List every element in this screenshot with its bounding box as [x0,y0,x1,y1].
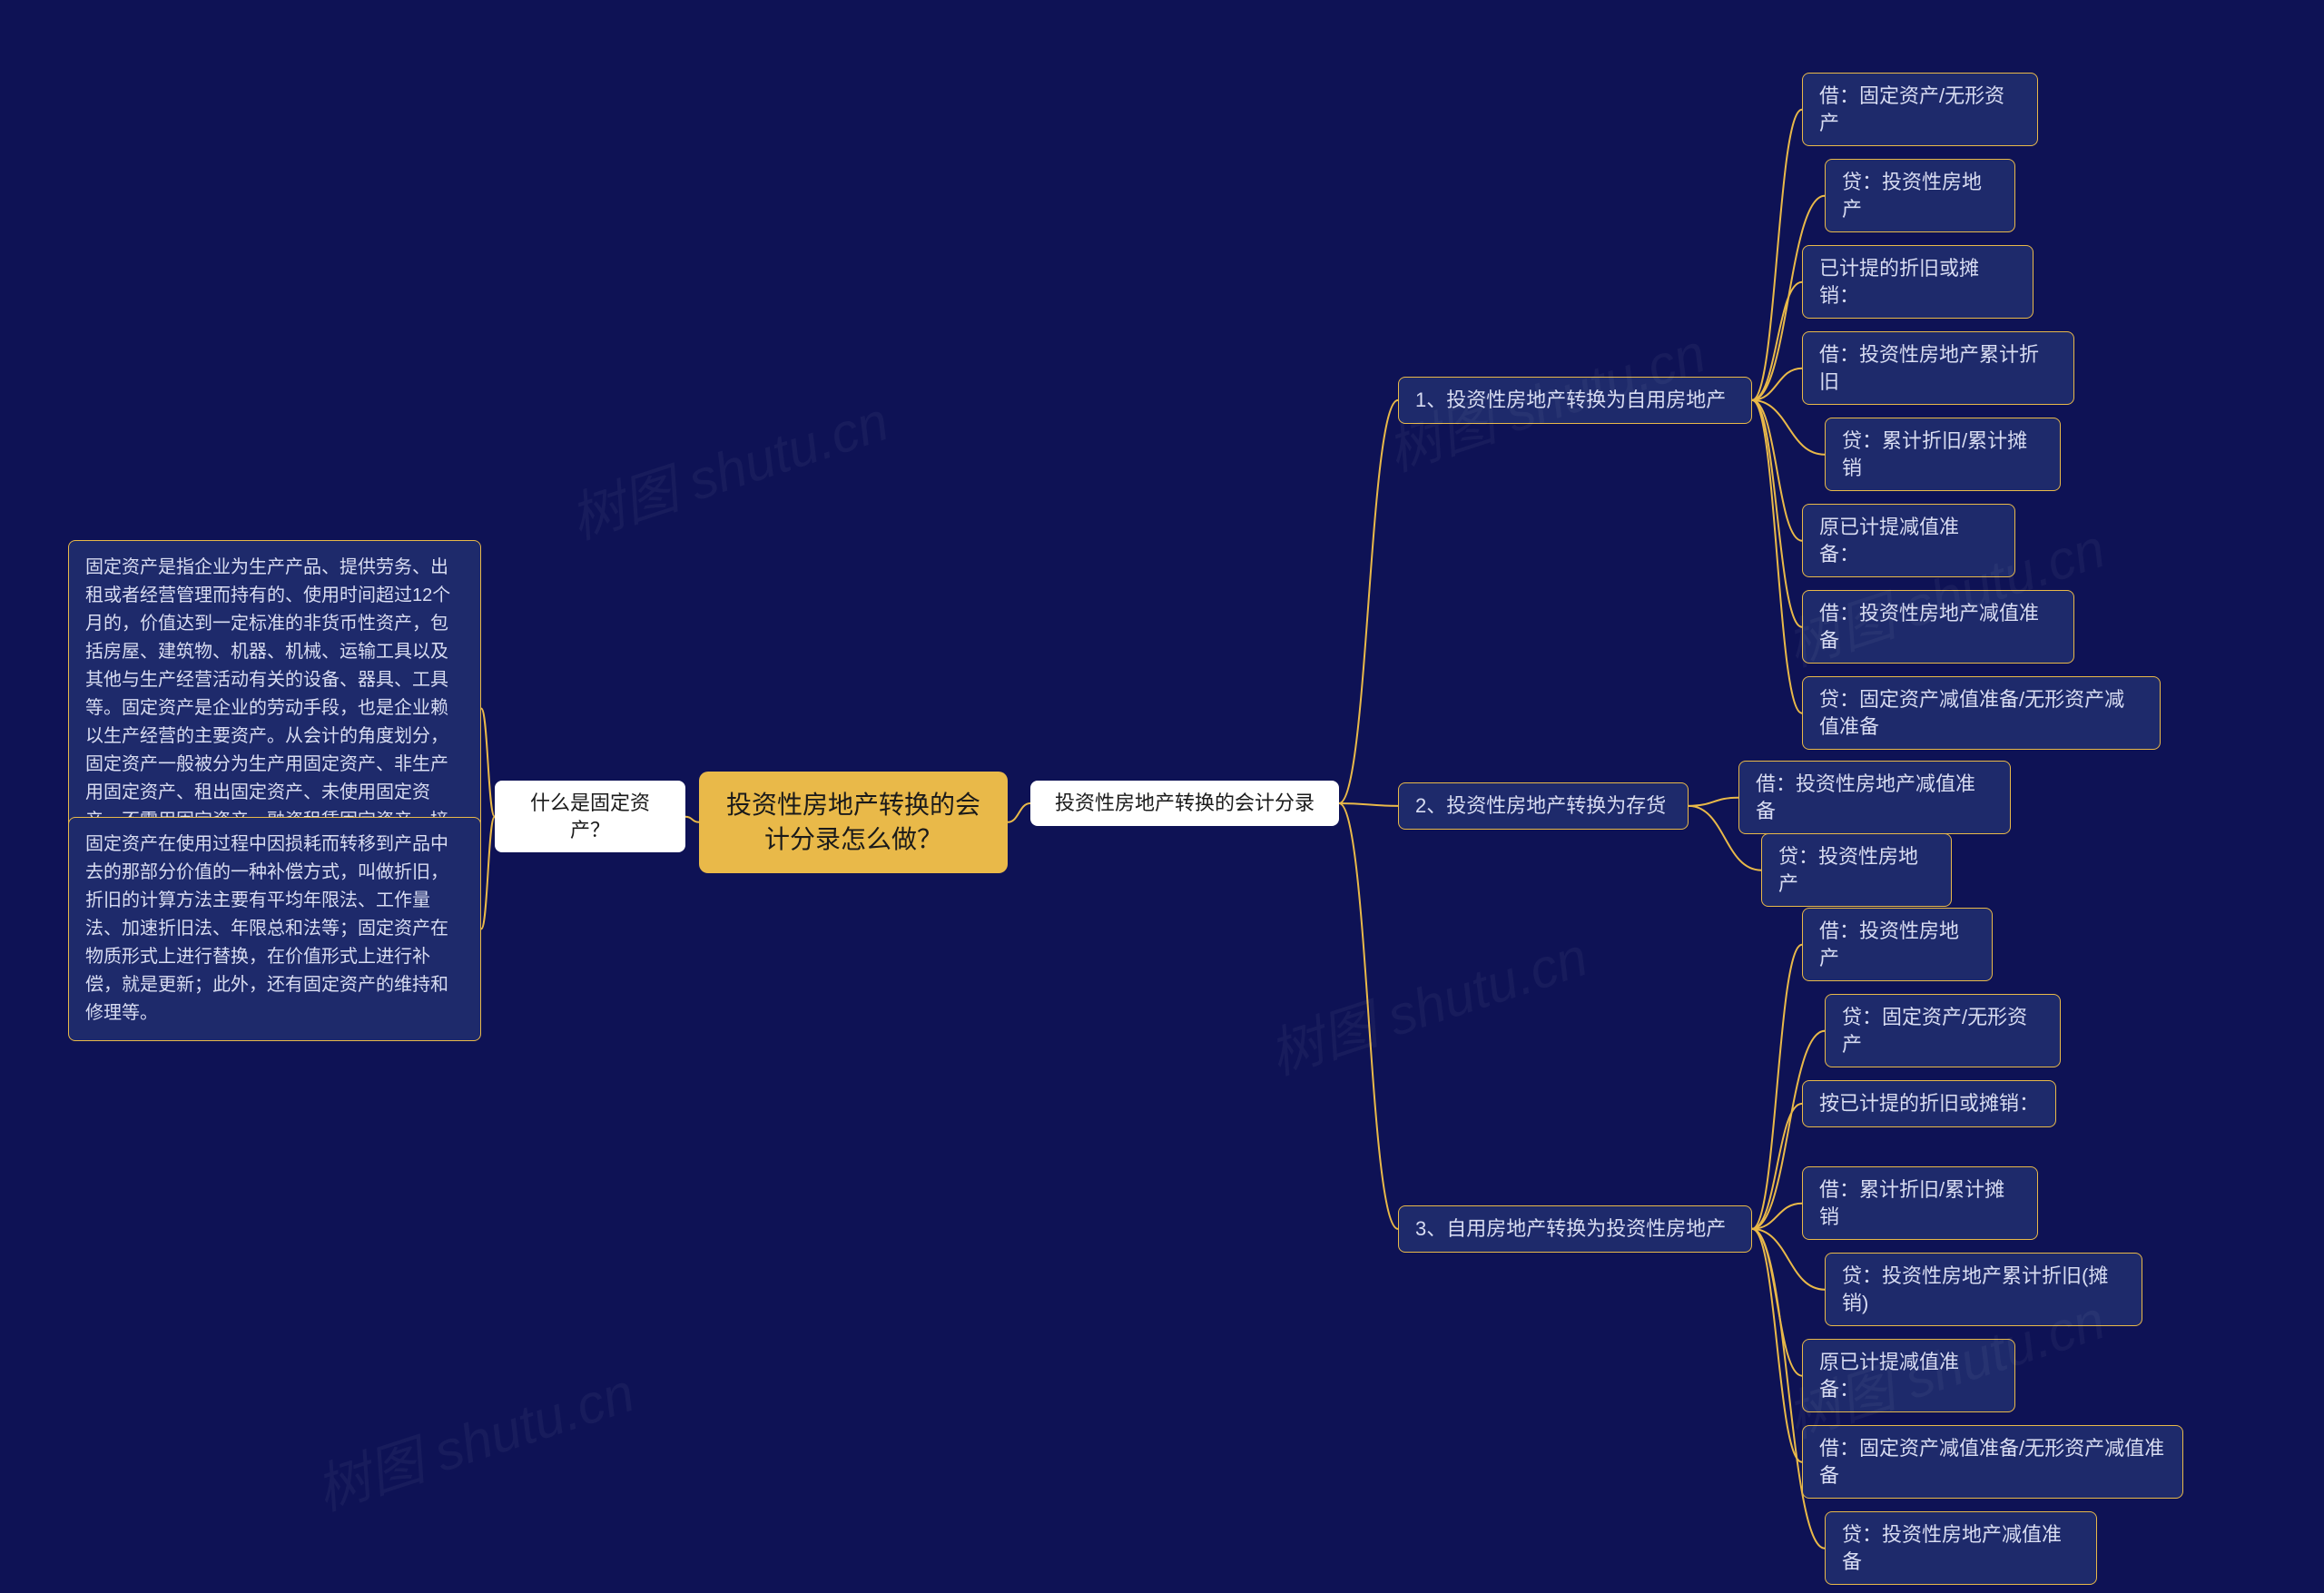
leaf-node[interactable]: 借：投资性房地产减值准备 [1738,761,2011,834]
leaf-node[interactable]: 借：投资性房地产 [1802,908,1993,981]
leaf-node[interactable]: 贷：累计折旧/累计摊销 [1825,418,2061,491]
leaf-node[interactable]: 借：投资性房地产减值准备 [1802,590,2074,664]
leaf-node[interactable]: 贷：固定资产减值准备/无形资产减值准备 [1802,676,2161,750]
leaf-node[interactable]: 借：累计折旧/累计摊销 [1802,1166,2038,1240]
leaf-node[interactable]: 贷：投资性房地产 [1825,159,2015,232]
group-node[interactable]: 1、投资性房地产转换为自用房地产 [1398,377,1752,424]
group-node[interactable]: 2、投资性房地产转换为存货 [1398,782,1689,830]
leaf-node[interactable]: 借：固定资产/无形资产 [1802,73,2038,146]
group-node[interactable]: 3、自用房地产转换为投资性房地产 [1398,1205,1752,1253]
leaf-node[interactable]: 贷：固定资产/无形资产 [1825,994,2061,1067]
leaf-node[interactable]: 原已计提减值准备： [1802,1339,2015,1412]
paragraph-node[interactable]: 固定资产在使用过程中因损耗而转移到产品中去的那部分价值的一种补偿方式，叫做折旧，… [68,817,481,1041]
leaf-node[interactable]: 贷：投资性房地产 [1761,833,1952,907]
root-node[interactable]: 投资性房地产转换的会计分录怎么做？ [699,772,1008,873]
leaf-node[interactable]: 借：固定资产减值准备/无形资产减值准备 [1802,1425,2183,1499]
leaf-node[interactable]: 借：投资性房地产累计折旧 [1802,331,2074,405]
leaf-node[interactable]: 贷：投资性房地产累计折旧(摊销) [1825,1253,2142,1326]
leaf-node[interactable]: 贷：投资性房地产减值准备 [1825,1511,2097,1585]
leaf-node[interactable]: 按已计提的折旧或摊销： [1802,1080,2056,1127]
leaf-node[interactable]: 已计提的折旧或摊销： [1802,245,2034,319]
leaf-node[interactable]: 原已计提减值准备： [1802,504,2015,577]
level1-node[interactable]: 什么是固定资产？ [495,781,685,852]
level1-node[interactable]: 投资性房地产转换的会计分录 [1030,781,1339,826]
